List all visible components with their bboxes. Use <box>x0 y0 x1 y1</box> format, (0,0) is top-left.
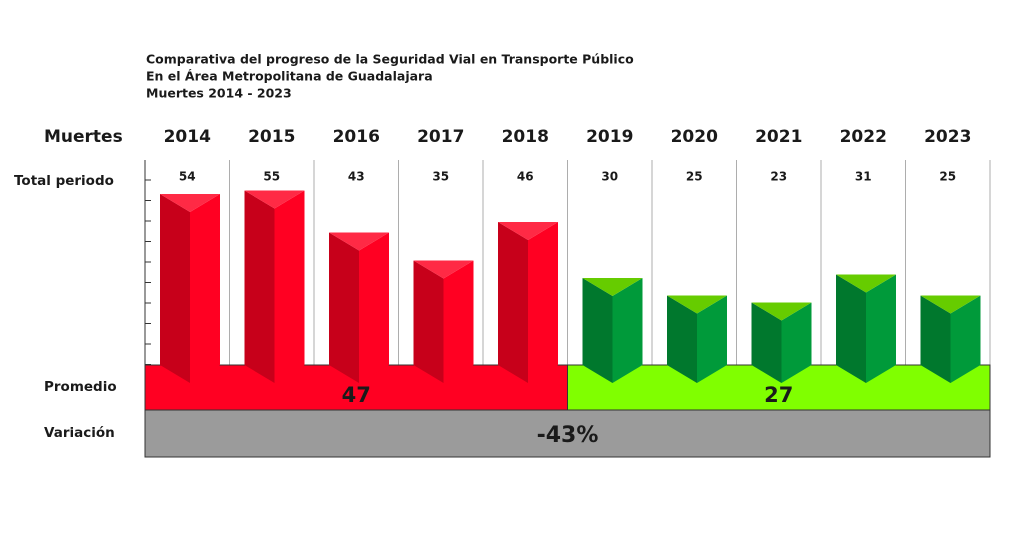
value-label: 46 <box>517 170 534 184</box>
bar-shade <box>413 260 444 383</box>
x-tick-label: 2016 <box>333 127 380 147</box>
bar-top <box>836 274 896 293</box>
bar-face-right <box>612 278 643 383</box>
bar-shade <box>160 194 190 383</box>
bar-face-left <box>836 274 866 383</box>
bar-face-left <box>920 295 951 383</box>
bar <box>667 295 727 383</box>
row-label: Muertes <box>44 127 123 147</box>
value-label: 25 <box>939 170 956 184</box>
bar-face-left <box>244 190 275 383</box>
bar-face-left <box>667 295 697 383</box>
bar-top <box>498 222 558 240</box>
bar-face-right <box>950 295 981 383</box>
bar <box>498 222 558 383</box>
variation-label: -43% <box>537 423 599 448</box>
average-label: 47 <box>342 383 371 407</box>
row-label: Variación <box>44 425 115 441</box>
x-tick-label: 2022 <box>840 127 887 147</box>
bar <box>244 190 305 383</box>
bar-shade <box>498 222 528 383</box>
bar-face-left <box>160 194 190 383</box>
value-label: 31 <box>855 170 872 184</box>
bar-face-right <box>781 302 812 383</box>
row-label: Promedio <box>44 379 117 395</box>
x-tick-label: 2021 <box>755 127 802 147</box>
x-tick-label: 2019 <box>586 127 633 147</box>
title-line: En el Área Metropolitana de Guadalajara <box>146 69 433 84</box>
x-tick-label: 2023 <box>924 127 971 147</box>
bar <box>751 302 812 383</box>
bar-top <box>751 302 812 321</box>
bar-face-right <box>528 222 558 383</box>
bar-top <box>329 232 389 251</box>
value-label: 35 <box>432 170 449 184</box>
x-tick-label: 2017 <box>417 127 464 147</box>
bar <box>582 278 643 383</box>
bar-shade <box>751 302 782 383</box>
value-label: 54 <box>179 170 196 184</box>
bar-top <box>413 260 474 279</box>
bar <box>413 260 474 383</box>
value-label: 43 <box>348 170 365 184</box>
title-line: Comparativa del progreso de la Seguridad… <box>146 52 634 67</box>
value-label: 23 <box>770 170 787 184</box>
bar-shade <box>920 295 951 383</box>
bar-face-right <box>190 194 220 383</box>
bar-shade <box>244 190 275 383</box>
bar-face-right <box>274 190 305 383</box>
value-label: 25 <box>686 170 703 184</box>
bar <box>920 295 981 383</box>
bar-face-right <box>443 260 474 383</box>
average-label: 27 <box>764 383 793 407</box>
bar <box>329 232 389 383</box>
bar-face-right <box>697 295 727 383</box>
bar-shade <box>329 232 359 383</box>
bar-shade <box>836 274 866 383</box>
bar-top <box>667 295 727 314</box>
x-tick-label: 2014 <box>164 127 211 147</box>
bar-shade <box>667 295 697 383</box>
variation-band <box>144 409 991 458</box>
value-label: 55 <box>263 170 280 184</box>
x-tick-label: 2020 <box>671 127 718 147</box>
bar-face-left <box>751 302 782 383</box>
bar-face-left <box>498 222 528 383</box>
bar-shade <box>582 278 613 383</box>
bar-face-right <box>359 232 389 383</box>
bar <box>836 274 896 383</box>
x-tick-label: 2018 <box>502 127 549 147</box>
bar-top <box>160 194 220 212</box>
x-tick-label: 2015 <box>248 127 295 147</box>
bar-face-left <box>329 232 359 383</box>
bar-top <box>244 190 305 209</box>
bar-face-left <box>413 260 444 383</box>
value-label: 30 <box>601 170 618 184</box>
row-label: Total periodo <box>14 173 114 189</box>
bar <box>160 194 220 383</box>
bar-top <box>920 295 981 314</box>
bar-top <box>582 278 643 296</box>
bar-face-right <box>866 274 896 383</box>
bar-face-left <box>582 278 613 383</box>
title-line: Muertes 2014 - 2023 <box>146 86 292 101</box>
